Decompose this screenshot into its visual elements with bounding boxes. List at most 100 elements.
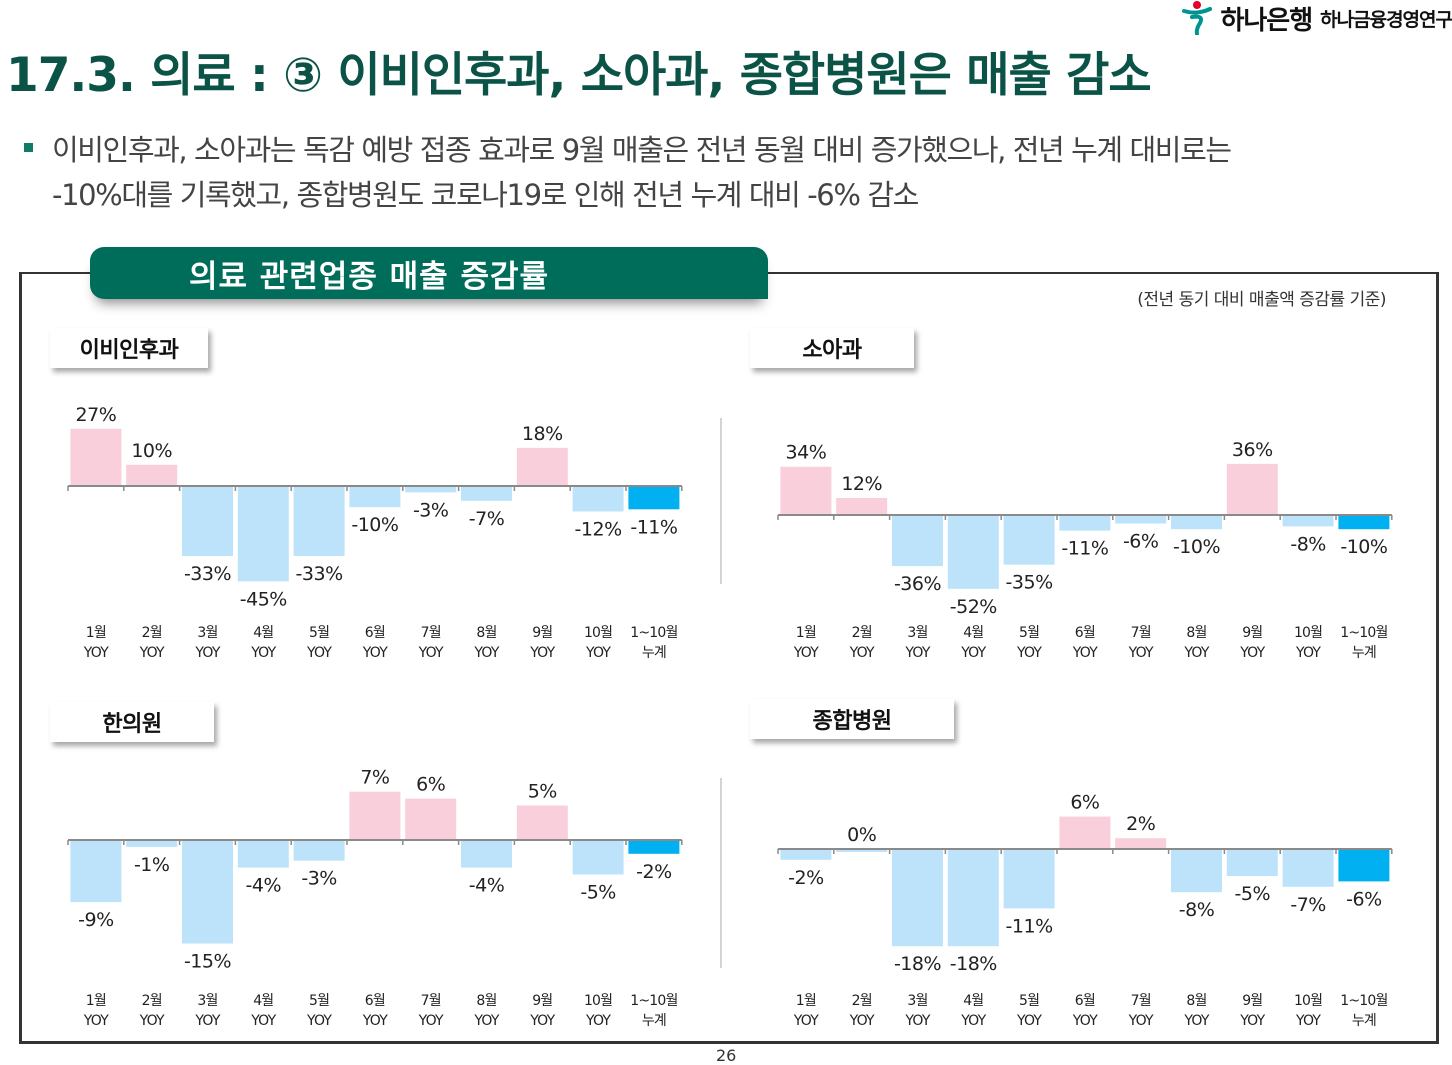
data-label-4: -45% [240,588,287,610]
bar-7 [405,486,457,493]
data-label-8: -8% [1179,899,1215,921]
bar-8 [461,840,512,868]
bar-3 [182,840,233,944]
category-sublabel-6: YOY [1072,645,1098,661]
category-sublabel-3: YOY [904,1013,930,1029]
category-label-5: 5월 [1019,625,1039,641]
bar-1 [780,849,832,860]
category-label-9: 9월 [532,625,552,641]
category-label-4: 4월 [963,993,983,1009]
category-label-3: 3월 [907,993,927,1009]
category-sublabel-4: YOY [250,1013,276,1029]
figure-banner: 의료 관련업종 매출 증감률 [90,247,768,299]
data-label-7: -3% [413,499,449,521]
bar-2 [836,497,888,515]
category-sublabel-10: YOY [585,645,611,661]
category-sublabel-8: YOY [473,1013,499,1029]
category-sublabel-9: YOY [1239,645,1265,661]
category-sublabel-10: YOY [1295,1013,1321,1029]
category-label-10: 10월 [1294,625,1322,641]
page-title: 17.3. 의료 : ③ 이비인후과, 소아과, 종합병원은 매출 감소 [6,48,1152,103]
category-sublabel-9: YOY [529,645,555,661]
category-sublabel-5: YOY [1016,1013,1042,1029]
category-label-9: 9월 [1242,625,1262,641]
category-label-5: 5월 [309,993,329,1009]
category-sublabel-1: YOY [83,645,109,661]
category-sublabel-8: YOY [1183,1013,1209,1029]
bar-5 [293,840,345,861]
data-label-2: 12% [841,473,882,495]
bar-4 [237,486,289,582]
data-label-5: -35% [1006,572,1053,594]
chart-ent: 27% 1월 YOY 10% 2월 YOY -33% 3월 YOY -45% 4월 YOY -33% 5월… [67,404,683,661]
category-label-2: 2월 [852,625,872,641]
data-label-2: 0% [847,824,876,846]
data-label-1: -9% [78,909,114,931]
category-sublabel-3: YOY [194,1013,220,1029]
bar-5 [1003,849,1055,909]
category-sublabel-10: YOY [585,1013,611,1029]
category-label-9: 9월 [532,993,552,1009]
bar-9 [1226,463,1278,515]
category-sublabel-7: YOY [1128,645,1154,661]
bar-10 [1282,849,1334,887]
data-label-6: -11% [1061,538,1108,560]
data-label-3: -36% [894,573,941,595]
data-label-7: 6% [416,774,445,796]
bar-1 [70,840,122,903]
category-sublabel-8: YOY [1183,645,1209,661]
bar-1 [70,428,122,486]
category-sublabel-7: YOY [418,645,444,661]
chart-pediatrics: 34% 1월 YOY 12% 2월 YOY -36% 3월 YOY -52% 4월 YOY -35% 5월… [777,439,1393,661]
data-label-10: -12% [575,518,622,540]
chart-general-hospital: -2% 1월 YOY 0% 2월 YOY -18% 3월 YOY -18% 4월 YOY -11% 5월 Y… [777,792,1393,1029]
bar-7 [1115,838,1167,849]
category-sublabel-6: YOY [1072,1013,1098,1029]
bar-11 [1338,849,1390,882]
category-sublabel-10: YOY [1295,645,1321,661]
bar-5 [1003,515,1055,565]
category-sublabel-2: YOY [139,645,165,661]
category-label-5: 5월 [1019,993,1039,1009]
bar-11 [1338,515,1390,530]
figure-banner-title: 의료 관련업종 매출 증감률 [188,258,550,295]
bar-9 [516,447,568,486]
data-label-4: -52% [950,596,997,618]
bar-2 [126,840,178,847]
category-sublabel-1: YOY [83,1013,109,1029]
category-sublabel-5: YOY [306,645,332,661]
category-sublabel-4: YOY [960,1013,986,1029]
data-label-1: -2% [788,867,824,889]
data-label-1: 34% [786,442,827,464]
category-sublabel-5: YOY [1016,645,1042,661]
category-label-10: 10월 [584,625,612,641]
data-label-9: -5% [1235,883,1271,905]
data-label-7: 2% [1126,813,1155,835]
category-label-3: 3월 [907,625,927,641]
panel-divider-top [720,418,722,584]
category-sublabel-4: YOY [960,645,986,661]
bar-10 [572,486,624,512]
category-label-1: 1월 [86,993,106,1009]
category-sublabel-2: YOY [849,1013,875,1029]
data-label-6: 7% [360,767,389,789]
category-sublabel-9: YOY [529,1013,555,1029]
data-label-1: 27% [76,404,117,426]
data-label-6: -10% [351,514,398,536]
category-label-6: 6월 [1075,625,1095,641]
data-label-5: -33% [296,563,343,585]
category-label-8: 8월 [476,625,496,641]
category-label-10: 10월 [1294,993,1322,1009]
data-label-11: -10% [1340,536,1387,558]
bar-11 [628,486,680,510]
data-label-8: -10% [1173,536,1220,558]
data-label-3: -18% [894,953,941,975]
panel-label-general-hospital: 종합병원 [750,699,954,739]
category-label-11: 1~10월 [630,993,677,1009]
category-label-8: 8월 [476,993,496,1009]
category-sublabel-7: YOY [1128,1013,1154,1029]
category-sublabel-1: YOY [793,645,819,661]
category-sublabel-3: YOY [904,645,930,661]
bar-10 [572,840,624,875]
panel-label-ent: 이비인후과 [50,328,208,368]
